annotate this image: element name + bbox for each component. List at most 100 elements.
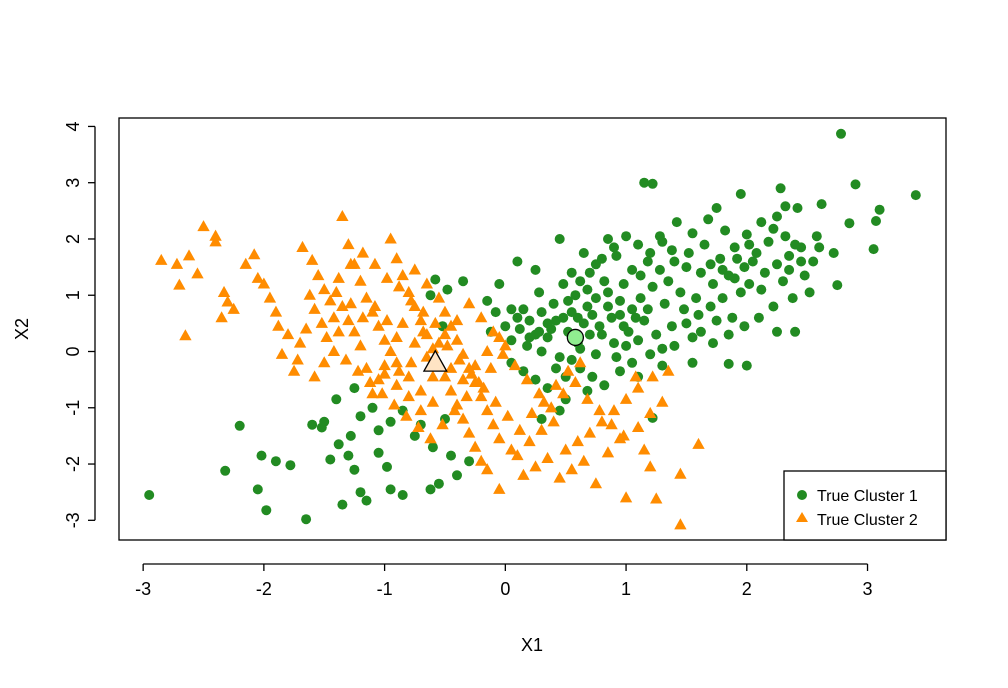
cluster-1-point	[534, 287, 545, 298]
cluster-1-point	[609, 242, 619, 253]
cluster-1-point	[307, 419, 318, 430]
cluster-2-point	[581, 392, 594, 404]
cluster-2-point	[155, 253, 168, 265]
cluster-1-point	[234, 420, 245, 431]
cluster-2-point	[272, 319, 285, 331]
cluster-1-point	[301, 514, 312, 525]
cluster-1-point	[584, 329, 595, 340]
cluster-2-point	[402, 370, 415, 382]
cluster-1-point	[654, 264, 665, 275]
cluster-1-point	[425, 484, 436, 495]
cluster-2-point	[460, 390, 473, 402]
cluster-1-point	[512, 256, 523, 267]
cluster-1-point	[367, 402, 378, 413]
cluster-1-point	[630, 312, 641, 323]
cluster-1-point	[566, 307, 577, 318]
cluster-2-point	[182, 249, 196, 261]
cluster-2-point	[475, 311, 488, 323]
cluster-1-point	[518, 304, 529, 315]
cluster-1-point	[729, 242, 740, 253]
cluster-2-point	[293, 336, 307, 348]
cluster-1-point	[790, 239, 801, 250]
cluster-1-point	[744, 279, 755, 289]
cluster-1-point	[784, 264, 795, 275]
cluster-1-point	[679, 304, 689, 315]
cluster-1-point	[355, 411, 366, 422]
cluster-2-point	[569, 375, 582, 388]
cluster-2-point	[414, 314, 427, 326]
cluster-2-point	[336, 299, 349, 312]
y-tick-label: -3	[63, 512, 83, 528]
cluster-1-point	[385, 484, 396, 495]
cluster-1-point	[582, 385, 593, 396]
cluster-1-point	[735, 189, 746, 199]
cluster-1-point	[606, 312, 617, 323]
cluster-1-point	[832, 280, 843, 291]
cluster-1-point	[425, 290, 436, 301]
cluster-2-point	[444, 361, 458, 373]
cluster-1-point	[695, 326, 706, 337]
cluster-2-point	[342, 314, 355, 326]
cluster-2-point	[221, 295, 234, 307]
cluster-1-point	[512, 312, 523, 323]
cluster-2-point	[674, 518, 687, 530]
x-tick-label: 3	[863, 579, 873, 599]
cluster-1-point	[578, 248, 589, 258]
x-tick-label: -3	[135, 579, 151, 599]
cluster-2-point	[499, 339, 512, 351]
cluster-2-point	[583, 426, 597, 438]
x-tick-label: 1	[621, 579, 631, 599]
cluster-2-point	[372, 319, 385, 331]
cluster-2-point	[332, 271, 345, 283]
cluster-2-point	[450, 333, 464, 345]
cluster-2-point	[384, 345, 397, 357]
cluster-2-point	[339, 353, 353, 365]
cluster-1-point	[427, 442, 438, 453]
cluster-1-point	[811, 231, 822, 242]
cluster-2-point	[487, 325, 500, 337]
cluster-1-point	[361, 495, 372, 506]
cluster-2-point	[505, 443, 518, 455]
cluster-1-point	[780, 201, 791, 212]
cluster-1-point	[430, 274, 441, 285]
cluster-2-point	[501, 409, 514, 421]
cluster-1-point	[554, 234, 565, 244]
cluster-1-point	[570, 290, 581, 301]
y-tick-label: 2	[63, 234, 83, 244]
cluster-2-point	[417, 325, 430, 337]
cluster-2-point	[595, 415, 609, 427]
cluster-2-point	[619, 491, 633, 503]
cluster-1-point	[522, 340, 533, 351]
cluster-1-point	[627, 304, 638, 315]
cluster-2-point	[565, 463, 578, 475]
cluster-1-point	[756, 217, 767, 228]
cluster-2-point	[366, 305, 379, 317]
cluster-1-point	[355, 487, 366, 498]
cluster-1-point	[524, 315, 535, 326]
cluster-1-point	[558, 279, 569, 289]
cluster-1-point	[804, 287, 815, 298]
cluster-2-point	[432, 291, 446, 303]
cluster-2-point	[388, 398, 401, 410]
cluster-1-point	[397, 490, 408, 500]
cluster-1-point	[796, 256, 807, 267]
cluster-1-point	[458, 276, 469, 287]
cluster-2-point	[493, 330, 506, 342]
cluster-1-point	[780, 231, 791, 242]
cluster-2-point	[593, 404, 606, 416]
cluster-2-point	[656, 395, 669, 407]
cluster-1-point	[744, 239, 755, 250]
cluster-1-point	[772, 211, 782, 222]
cluster-2-point	[368, 257, 382, 269]
cluster-1-point	[337, 499, 348, 510]
cluster-1-point	[642, 304, 653, 315]
cluster-1-point	[506, 304, 517, 315]
cluster-1-point	[687, 357, 698, 368]
cluster-2-point	[436, 418, 449, 430]
cluster-2-point	[438, 370, 452, 382]
cluster-2-point	[487, 418, 500, 430]
cluster-2-point	[209, 229, 222, 241]
cluster-2-point	[532, 387, 546, 399]
cluster-1-point	[349, 464, 360, 475]
cluster-1-point	[666, 245, 677, 256]
